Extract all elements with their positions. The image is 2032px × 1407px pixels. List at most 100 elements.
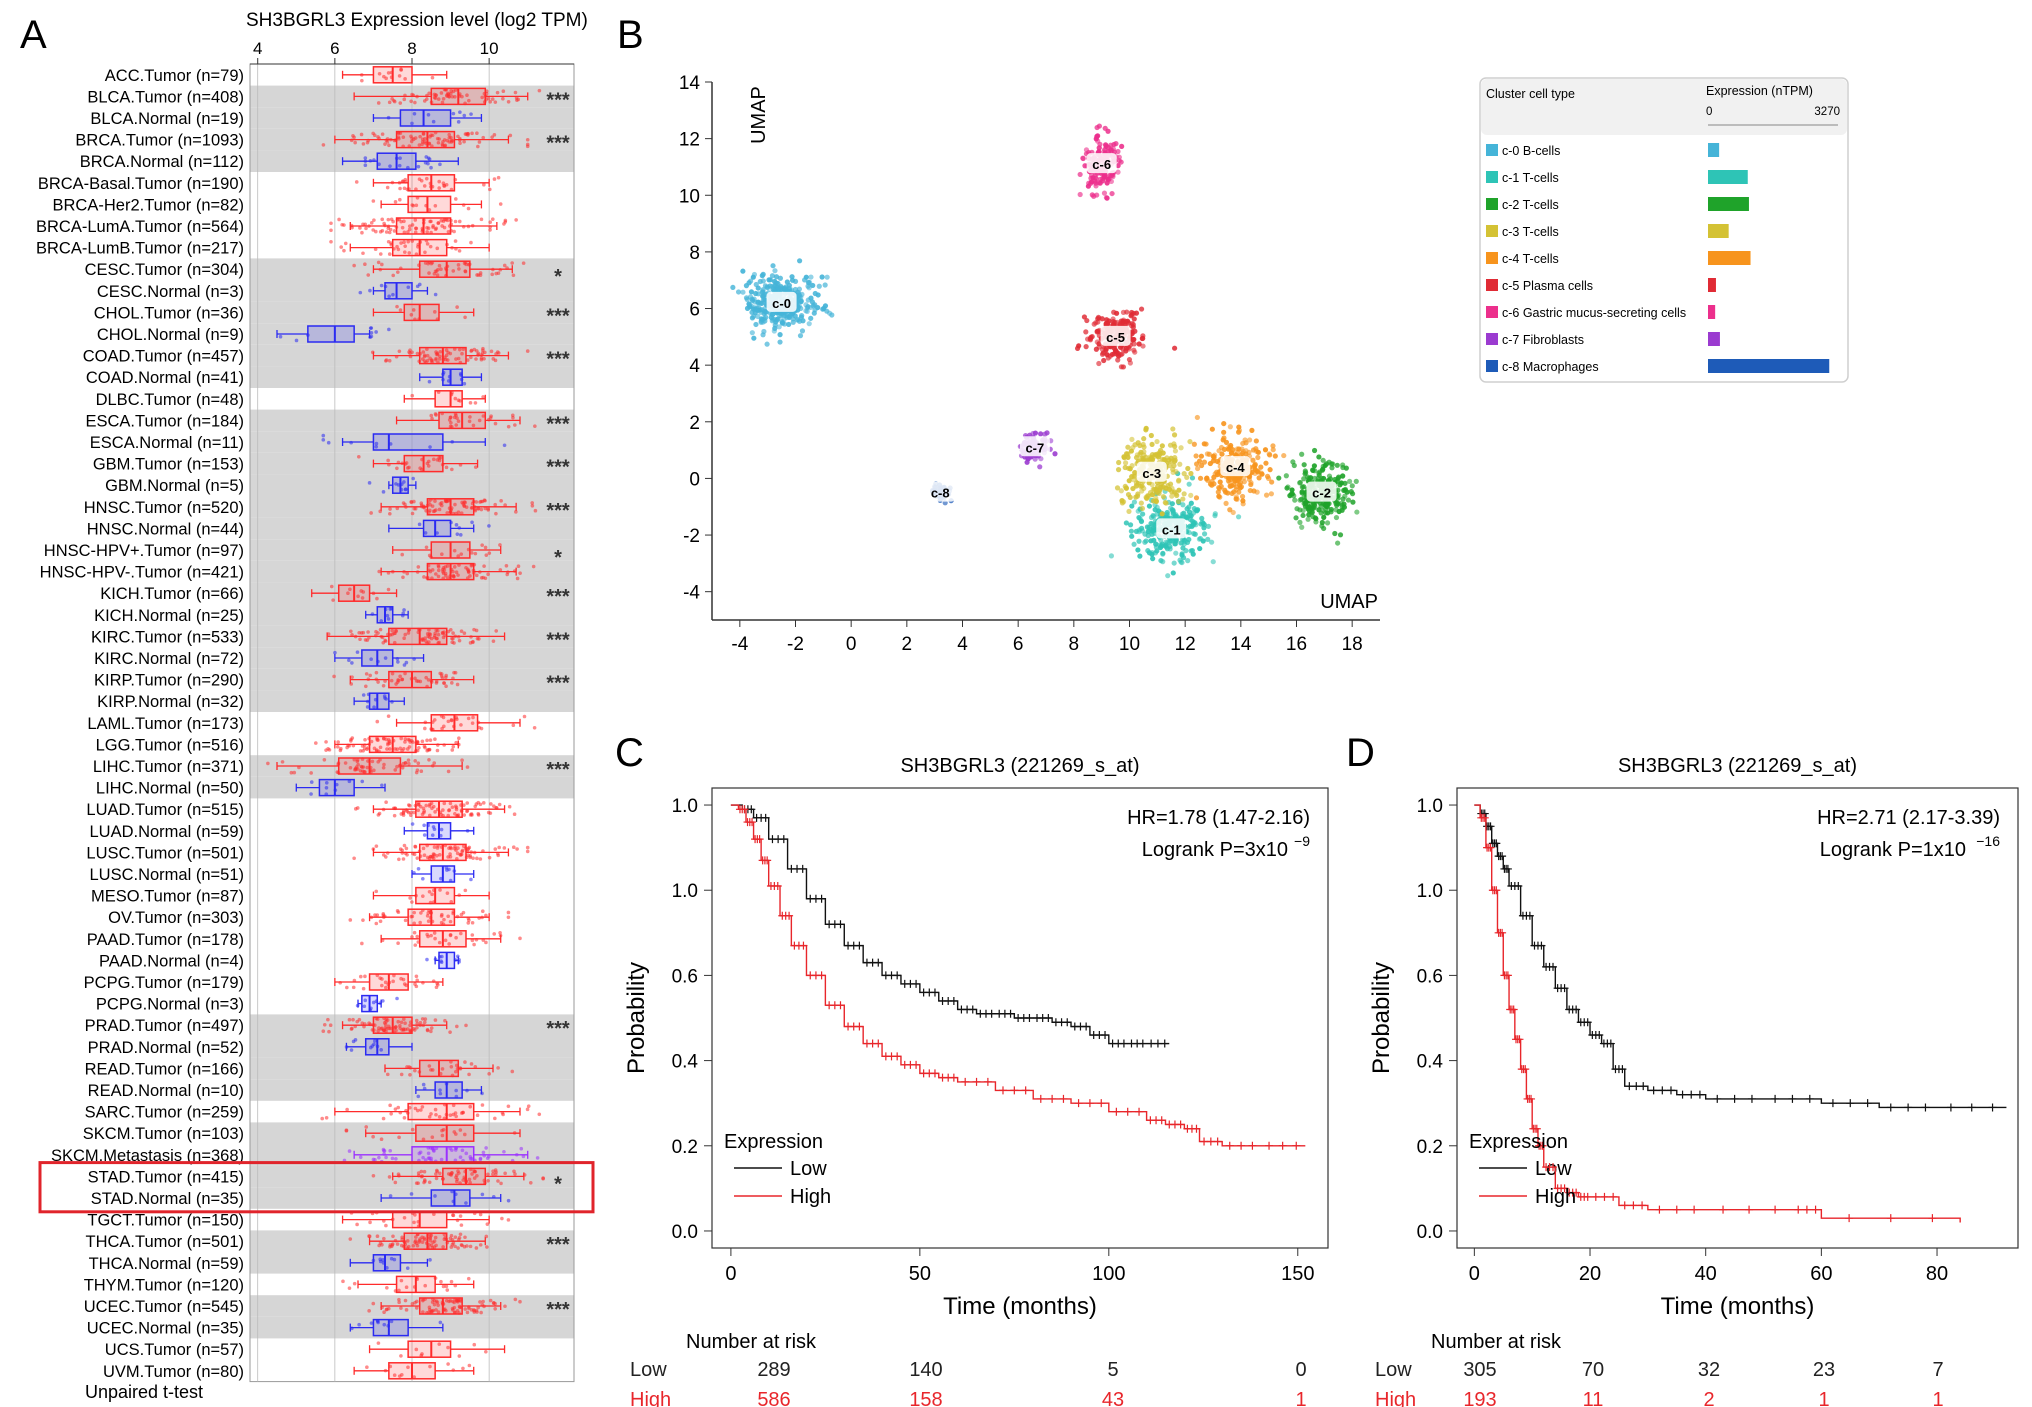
jitter-point [500,1216,504,1221]
jitter-point [458,1214,463,1218]
jitter-point [501,1112,505,1117]
jitter-point [449,1279,454,1284]
jitter-point [372,133,377,137]
jitter-point [482,182,486,187]
iqr-box [418,260,471,278]
umap-point [743,295,750,301]
umap-point [1195,465,1201,472]
jitter-point [398,847,403,851]
iqr-box [407,195,452,214]
jitter-point [456,419,461,424]
jitter-point [428,502,432,507]
umap-point [810,303,816,309]
row-label: LUSC.Normal (n=51) [89,866,244,884]
jitter-point [462,113,467,118]
umap-point [1236,446,1242,452]
jitter-point [358,226,362,230]
jitter-point [470,131,474,136]
cluster-label: c-4 [1226,460,1246,475]
censor-mark [1649,1086,1658,1095]
jitter-point [475,131,479,136]
jitter-point [403,77,407,81]
umap-point [1160,559,1166,565]
jitter-point [424,97,429,101]
jitter-point [456,120,461,124]
legend-expression-bar [1708,332,1720,346]
jitter-point [484,553,489,557]
jitter-point [452,565,457,569]
jitter-point [450,681,454,685]
umap-point [767,277,773,283]
umap-point [1193,495,1200,501]
jitter-point [501,96,505,101]
umap-point [1160,551,1166,557]
jitter-point [417,177,422,181]
umap-point [1120,499,1127,505]
row-label: HNSC.Tumor (n=520) [84,499,244,517]
jitter-point [278,334,283,339]
jitter-point [387,1175,392,1179]
umap-point [1276,475,1282,481]
jitter-point [465,1310,470,1315]
jitter-point [422,833,427,837]
umap-point [1243,451,1249,457]
umap-point [1267,467,1273,473]
jitter-point [381,912,386,916]
jitter-point [416,1094,421,1099]
umap-point [1289,491,1295,497]
jitter-point [456,554,461,558]
umap-point [759,306,765,313]
censor-mark [1515,1035,1524,1044]
significance-mark: * [554,1173,562,1195]
umap-point [1236,489,1242,495]
jitter-point [463,269,468,273]
jitter-point [435,458,440,462]
jitter-point [507,804,512,809]
umap-point [1335,540,1341,546]
jitter-point [448,1030,452,1034]
censor-mark [1527,1094,1536,1103]
jitter-point [428,508,432,513]
umap-point [1105,128,1111,134]
umap-point [1087,180,1094,187]
iqr-box [422,519,452,538]
x-tick-label: 0 [1469,1263,1480,1285]
umap-point [1311,447,1318,454]
umap-point [1291,462,1297,469]
censor-mark [1730,1094,1739,1103]
umap-point [1119,143,1125,149]
umap-point [1132,469,1138,476]
jitter-point [402,186,407,191]
row-label: READ.Normal (n=10) [88,1082,244,1100]
umap-point [1144,495,1150,501]
jitter-point [358,290,363,295]
x-tick-label: 4 [957,634,968,655]
jitter-point [437,186,441,190]
jitter-point [380,132,385,136]
censor-mark [1639,1082,1648,1091]
row-label: BRCA-LumA.Tumor (n=564) [36,218,244,236]
censor-mark [1176,1120,1185,1129]
jitter-point [456,573,460,577]
jitter-point [448,415,453,420]
jitter-point [478,1300,482,1304]
jitter-point [410,121,414,126]
jitter-point [449,420,453,425]
jitter-point [493,100,498,104]
jitter-point [490,135,494,139]
jitter-point [428,445,432,449]
umap-point [1077,191,1083,198]
jitter-point [348,918,353,922]
jitter-point [502,846,507,850]
jitter-point [533,424,537,428]
jitter-point [525,349,530,353]
jitter-point [395,304,399,309]
censor-mark [1101,1031,1110,1040]
significance-mark: *** [546,1299,570,1321]
jitter-point [412,111,417,116]
jitter-point [381,683,386,688]
umap-point [1131,310,1137,316]
significance-mark: *** [546,349,570,371]
row-label: ESCA.Normal (n=11) [90,434,244,452]
